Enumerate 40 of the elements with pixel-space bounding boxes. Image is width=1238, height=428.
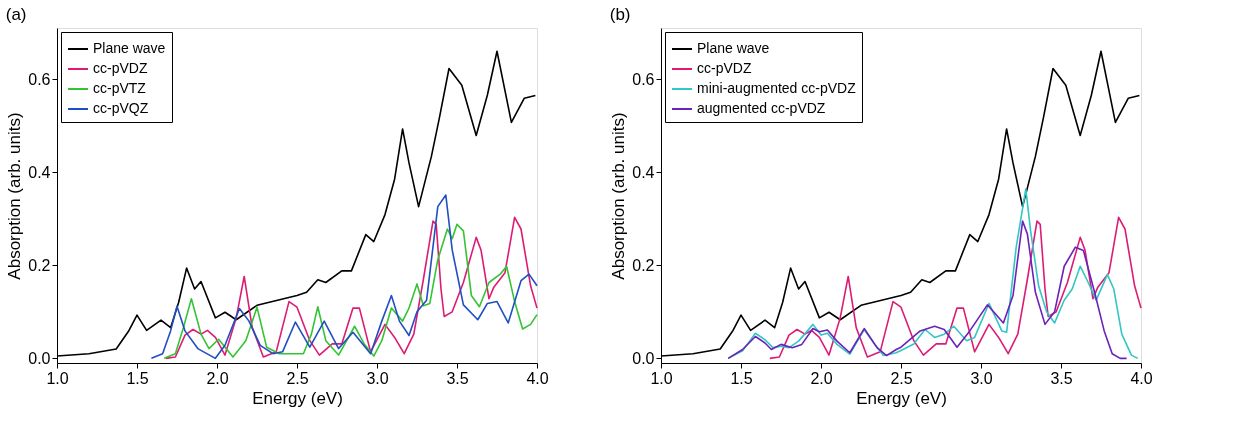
x-tick-label: 3.5 (1050, 369, 1073, 387)
x-tick-label: 4.0 (526, 369, 549, 387)
y-tick-label: 0.4 (28, 163, 51, 181)
x-tick-label: 1.0 (46, 369, 69, 387)
y-tick-label: 0.4 (632, 163, 655, 181)
x-tick-label: 1.0 (650, 369, 673, 387)
y-axis-title: Absorption (arb. units) (5, 112, 25, 280)
legend-label: Plane wave (93, 40, 166, 56)
line-series (727, 220, 1128, 360)
x-tick-label: 2.5 (890, 369, 913, 387)
x-tick-label: 4.0 (1130, 369, 1153, 387)
legend-label: augmented cc-pVDZ (697, 100, 826, 116)
legend-label: Plane wave (697, 40, 770, 56)
x-tick-label: 2.0 (206, 369, 229, 387)
x-tick-label: 3.0 (366, 369, 389, 387)
chart-title: (b) (609, 5, 631, 24)
x-tick-label: 2.5 (286, 369, 309, 387)
y-tick-label: 0.2 (632, 256, 655, 274)
y-tick-label: 0.0 (28, 349, 51, 367)
legend-label: cc-pVTZ (93, 80, 147, 96)
x-tick-label: 1.5 (126, 369, 149, 387)
x-tick-label: 3.0 (970, 369, 993, 387)
x-tick-label: 3.5 (446, 369, 469, 387)
line-series (727, 188, 1139, 360)
y-axis-title: Absorption (arb. units) (609, 112, 629, 280)
y-tick-label: 0.0 (632, 349, 655, 367)
legend-label: cc-pVQZ (93, 100, 149, 116)
legend-label: cc-pVDZ (697, 60, 752, 76)
legend-label: cc-pVDZ (93, 60, 148, 76)
y-tick-label: 0.6 (28, 70, 51, 88)
x-axis-title: Energy (eV) (252, 388, 343, 408)
x-tick-label: 2.0 (810, 369, 833, 387)
x-tick-label: 1.5 (730, 369, 753, 387)
line-series (150, 194, 538, 360)
x-axis-title: Energy (eV) (856, 388, 947, 408)
line-series (769, 216, 1142, 360)
legend-label: mini-augmented cc-pVDZ (697, 80, 857, 96)
chart-title: (a) (5, 5, 27, 24)
y-tick-label: 0.2 (28, 256, 51, 274)
y-tick-label: 0.6 (632, 70, 655, 88)
